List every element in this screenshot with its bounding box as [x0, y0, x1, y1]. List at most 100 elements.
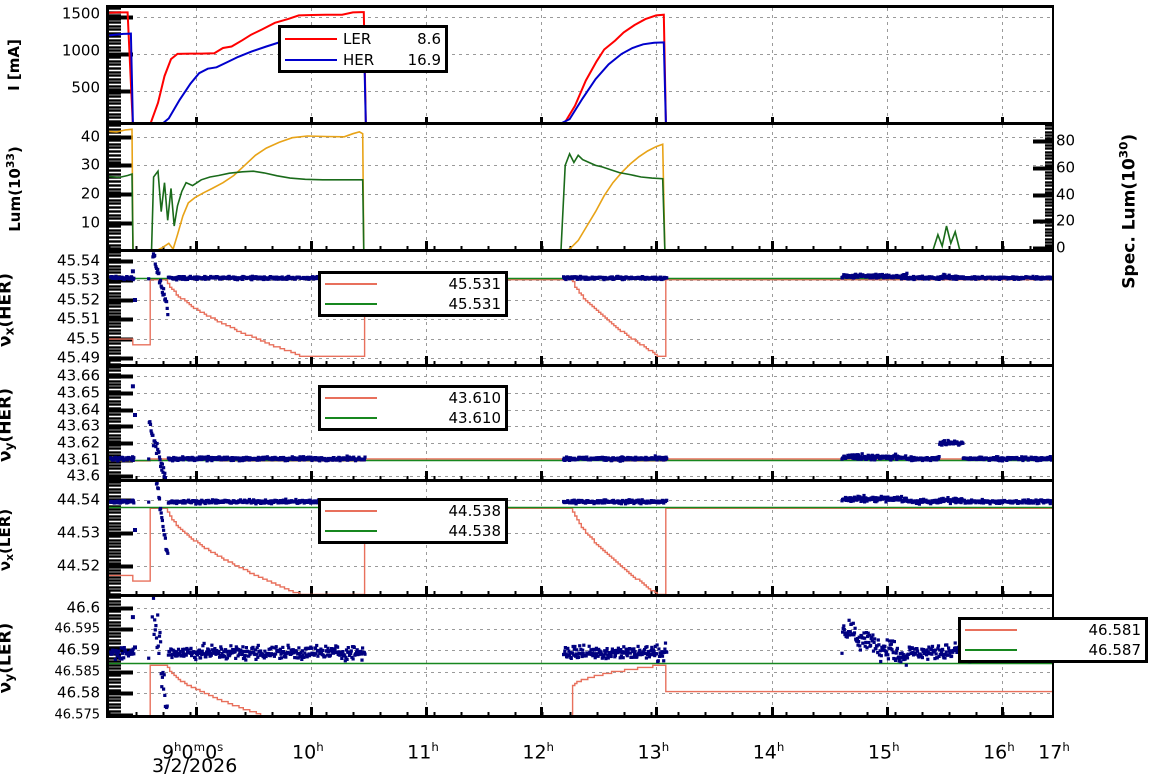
y-axis-title-beam-current: I [mA]	[5, 39, 23, 91]
right-y-axis-luminosity: 80 60 40 20 0	[1056, 125, 1090, 257]
y-tick-label: 45.53	[57, 270, 100, 289]
x-tick-label: 14h	[752, 740, 785, 764]
legend-series-value: 43.610	[448, 389, 502, 407]
panel-nu-y-her	[106, 367, 1054, 482]
plot-area-nu-x-her	[109, 252, 1052, 367]
legend-row: HER 16.9	[281, 49, 445, 70]
legend-series-value: 16.9	[407, 50, 441, 69]
legend-series-value: 43.610	[448, 409, 502, 427]
legend-series-name	[441, 295, 449, 313]
panel-separator	[106, 479, 1054, 482]
y-tick-label: 45.51	[57, 309, 100, 328]
right-y-tick-label: 40	[1056, 185, 1076, 204]
legend-color-swatch	[325, 417, 377, 419]
y-axis-title-nu-x-ler: νx(LER)	[0, 508, 16, 570]
legend-row: 44.538	[321, 521, 505, 541]
panel-separator	[106, 249, 1054, 252]
plot-area-nu-y-ler	[109, 597, 1052, 715]
y-tick-label: 46.6	[66, 598, 100, 617]
plot-area-luminosity	[109, 125, 1052, 252]
y-tick-label: 45.52	[57, 290, 100, 309]
y-tick-label: 43.64	[57, 400, 100, 418]
x-tick-label: 15h	[867, 740, 900, 764]
panel-nu-y-ler	[106, 597, 1054, 718]
y-tick-label: 44.52	[57, 556, 100, 575]
x-tick-label: 13h	[637, 740, 670, 764]
x-tick-label: 17h	[1038, 740, 1070, 764]
legend-row: 45.531	[321, 274, 505, 294]
legend-nu-y-ler[interactable]: 46.581 46.587	[958, 617, 1148, 663]
y-axis-luminosity: 40 30 20 10	[0, 125, 100, 252]
legend-color-swatch	[285, 58, 337, 61]
y-axis-title-nu-y-ler: νy(LER)	[0, 622, 17, 693]
right-y-tick-label: 0	[1056, 238, 1066, 257]
legend-series-name	[441, 275, 449, 293]
y-tick-label: 44.54	[57, 490, 100, 509]
legend-series-name	[441, 389, 449, 407]
legend-series-name: HER	[343, 50, 375, 69]
y-tick-label: 45.54	[57, 251, 100, 270]
y-axis-nu-x-her: 45.54 45.53 45.52 45.51 45.5 45.49	[0, 252, 100, 367]
y-tick-label: 1500	[61, 4, 100, 23]
y-axis-title-nu-y-her: νy(HER)	[0, 387, 17, 461]
y-tick-label: 43.61	[57, 450, 100, 468]
x-tick-label: 10h	[292, 740, 324, 764]
panel-luminosity	[106, 125, 1054, 252]
plot-area-nu-y-her	[109, 367, 1052, 482]
y-tick-label: 10	[80, 213, 100, 232]
legend-beam-current[interactable]: LER 8.6 HER 16.9	[278, 25, 448, 73]
legend-row: 44.538	[321, 501, 505, 521]
right-y-tick-label: 20	[1056, 211, 1076, 230]
y-tick-label: 46.58	[57, 683, 100, 702]
legend-series-value: 44.538	[448, 502, 502, 520]
y-axis-title-luminosity: Lum(1033)	[4, 145, 24, 232]
right-axis-title: Spec. Lum(1030)	[1116, 133, 1140, 289]
legend-series-value: 45.531	[448, 275, 502, 293]
legend-color-swatch	[325, 510, 377, 512]
y-tick-label: 40	[80, 127, 100, 146]
y-axis-nu-y-ler: 46.6 46.595 46.59 46.585 46.58 46.575	[0, 597, 101, 721]
x-tick-label: 12h	[522, 740, 555, 764]
legend-series-name	[1081, 641, 1089, 659]
legend-series-name	[1081, 621, 1089, 639]
legend-color-swatch	[325, 283, 377, 285]
y-tick-label: 45.49	[57, 348, 100, 367]
panel-separator	[106, 364, 1054, 367]
x-axis-date-label: 3/2/2026	[152, 755, 238, 777]
legend-series-value: 8.6	[417, 29, 441, 48]
legend-series-value: 46.587	[1088, 641, 1142, 659]
legend-color-swatch	[325, 303, 377, 305]
legend-row: 43.610	[321, 408, 505, 428]
legend-color-swatch	[285, 37, 337, 40]
y-axis-title-nu-x-her: νx(HER)	[0, 272, 17, 347]
y-axis-nu-y-her: 43.66 43.65 43.64 43.63 43.62 43.61 43.6	[0, 367, 100, 485]
legend-color-swatch	[325, 530, 377, 532]
legend-series-name	[441, 522, 449, 540]
legend-color-swatch	[325, 397, 377, 399]
y-tick-label: 20	[80, 184, 100, 203]
right-y-tick-label: 80	[1056, 131, 1076, 150]
legend-color-swatch	[965, 649, 1017, 651]
y-tick-label: 46.595	[54, 621, 101, 637]
y-axis-beam-current: 1500 1000 500	[0, 5, 100, 125]
legend-row: 46.581	[961, 620, 1145, 640]
legend-nu-x-her[interactable]: 45.531 45.531	[318, 271, 508, 317]
x-tick-label: 11h	[407, 740, 439, 764]
y-tick-label: 45.5	[66, 329, 100, 348]
legend-nu-x-ler[interactable]: 44.538 44.538	[318, 498, 508, 544]
legend-nu-y-her[interactable]: 43.610 43.610	[318, 385, 508, 431]
plot-area-nu-x-ler	[109, 482, 1052, 597]
legend-series-value: 44.538	[448, 522, 502, 540]
legend-series-value: 45.531	[448, 295, 502, 313]
panel-beam-current	[106, 5, 1054, 125]
legend-series-name	[441, 409, 449, 427]
y-tick-label: 44.53	[57, 523, 100, 542]
y-tick-label: 46.59	[57, 640, 100, 659]
plot-area-beam-current	[109, 8, 1052, 125]
panel-nu-x-ler	[106, 482, 1054, 597]
y-tick-label: 46.585	[54, 664, 101, 680]
y-tick-label: 30	[80, 155, 100, 174]
right-y-tick-label: 60	[1056, 158, 1076, 177]
panel-separator	[106, 122, 1054, 125]
y-tick-label: 43.6	[66, 466, 100, 485]
